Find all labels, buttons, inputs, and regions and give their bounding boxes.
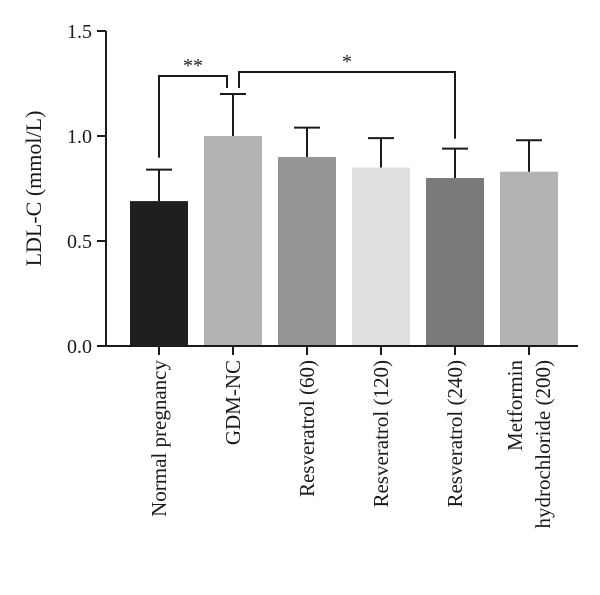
y-tick-label: 0.0 bbox=[67, 336, 92, 358]
significance-label: ** bbox=[183, 55, 203, 77]
y-tick-label: 1.5 bbox=[67, 21, 92, 43]
significance-layer: ** * bbox=[158, 51, 456, 158]
x-category-label: Resveratrol (60) bbox=[295, 360, 319, 497]
x-category-label: Metformin bbox=[503, 360, 527, 451]
bars-layer bbox=[130, 136, 558, 346]
bar-2 bbox=[278, 157, 336, 346]
bar-1 bbox=[204, 136, 262, 346]
error-bar-2 bbox=[294, 126, 320, 157]
error-bar-1 bbox=[220, 93, 246, 136]
axes-layer: 0.0 0.5 1.0 1.5 Normal pregnancy GDM-NC Resver… bbox=[67, 21, 578, 529]
x-category-label: Resveratrol (120) bbox=[369, 360, 393, 508]
error-bar-4 bbox=[442, 147, 468, 178]
significance-label: * bbox=[342, 51, 352, 73]
bar-4 bbox=[426, 178, 484, 346]
bar-3 bbox=[352, 167, 410, 346]
x-category-label: Resveratrol (240) bbox=[443, 360, 467, 508]
error-bar-5 bbox=[516, 139, 542, 172]
bracket-line bbox=[238, 71, 456, 139]
error-bar-3 bbox=[368, 137, 394, 168]
y-axis-title: LDL-C (mmol/L) bbox=[21, 111, 46, 267]
error-bar-0 bbox=[146, 168, 172, 202]
x-category-label: Normal pregnancy bbox=[147, 360, 171, 517]
bracket-line bbox=[158, 75, 228, 158]
y-tick-label: 0.5 bbox=[67, 231, 92, 253]
significance-bracket-0: ** bbox=[158, 55, 228, 158]
bar-5 bbox=[500, 171, 558, 346]
bar-0 bbox=[130, 201, 188, 346]
x-category-label: GDM-NC bbox=[221, 360, 245, 445]
error-bars-layer bbox=[146, 93, 542, 202]
x-category-label: hydrochloride (200) bbox=[531, 360, 555, 529]
significance-bracket-1: * bbox=[238, 51, 456, 139]
y-tick-label: 1.0 bbox=[67, 126, 92, 148]
